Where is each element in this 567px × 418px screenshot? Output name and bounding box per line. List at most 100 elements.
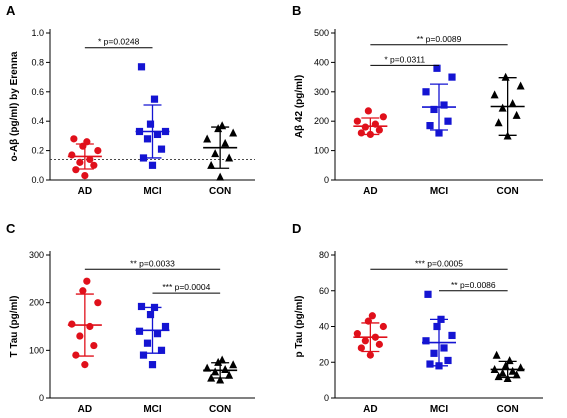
data-point	[203, 134, 212, 143]
data-point	[361, 123, 369, 131]
data-point	[440, 101, 448, 109]
data-point	[153, 130, 162, 139]
data-point	[76, 332, 84, 340]
y-axis-title: T Tau (pg/ml)	[9, 295, 20, 357]
data-point	[157, 145, 166, 153]
data-point	[435, 129, 443, 137]
x-category-label: AD	[78, 186, 92, 197]
data-point	[218, 355, 227, 364]
panel-letter: A	[6, 3, 16, 18]
y-tick-label: 80	[319, 250, 329, 260]
data-point	[229, 360, 238, 369]
data-point	[426, 122, 434, 130]
data-point	[494, 372, 503, 381]
data-point	[143, 135, 152, 143]
x-category-label: MCI	[143, 404, 162, 415]
data-point	[353, 117, 361, 125]
data-point	[512, 370, 521, 379]
data-point	[148, 161, 157, 169]
data-point	[137, 63, 146, 71]
panel-letter: D	[292, 221, 301, 236]
data-point	[137, 302, 146, 311]
significance-label: * p=0.0248	[98, 37, 140, 47]
y-tick-label: 200	[314, 116, 329, 126]
y-tick-label: 100	[314, 146, 329, 156]
y-tick-label: 0	[324, 175, 329, 185]
data-point	[490, 90, 499, 99]
y-tick-label: 40	[319, 322, 329, 332]
data-point	[81, 361, 89, 369]
data-point	[433, 322, 441, 331]
series-mci	[135, 63, 170, 169]
data-point	[72, 351, 80, 359]
data-point	[90, 161, 98, 169]
data-point	[426, 360, 434, 368]
data-point	[135, 327, 144, 335]
data-point	[516, 81, 525, 90]
data-point	[211, 149, 220, 158]
data-point	[216, 172, 225, 181]
y-tick-label: 0.8	[31, 57, 44, 67]
data-point	[68, 151, 76, 159]
data-point	[157, 346, 166, 354]
data-point	[364, 107, 372, 115]
data-point	[94, 299, 102, 307]
data-point	[353, 330, 361, 338]
data-point	[216, 375, 225, 384]
data-point	[508, 366, 517, 375]
series-ad	[353, 312, 388, 359]
series-mci	[422, 290, 456, 370]
data-point	[76, 158, 84, 166]
data-point	[375, 340, 383, 348]
y-tick-label: 400	[314, 57, 329, 67]
data-point	[86, 322, 94, 331]
data-point	[229, 128, 238, 137]
data-point	[508, 99, 517, 108]
y-axis-title: p Tau (pg/ml)	[294, 295, 305, 357]
series-ad	[67, 135, 102, 180]
data-point	[448, 73, 456, 81]
data-point	[424, 290, 432, 298]
chart-panel-b: B 0 100 200 300 400 500 Aβ 42 (pg/ml) AD MCI CON * …	[292, 3, 543, 197]
y-tick-label: 300	[314, 87, 329, 97]
data-point	[146, 310, 155, 319]
data-point	[501, 72, 510, 81]
series-mci	[135, 302, 170, 369]
data-point	[368, 312, 376, 320]
y-tick-label: 60	[319, 286, 329, 296]
data-point	[379, 113, 387, 121]
data-point	[430, 105, 438, 114]
data-point	[143, 339, 152, 347]
data-point	[357, 129, 365, 137]
data-point	[505, 356, 514, 365]
x-category-label: MCI	[143, 186, 162, 197]
y-tick-label: 0	[324, 393, 329, 403]
x-category-label: MCI	[430, 404, 449, 415]
series-con	[203, 121, 238, 181]
data-point	[221, 365, 230, 373]
y-tick-label: 100	[29, 345, 44, 355]
chart-panel-c: C 0 100 200 300 T Tau (pg/ml) AD MCI CON ** p=0.0…	[6, 221, 255, 415]
data-point	[366, 351, 374, 359]
chart-panel-d: D 0 20 40 60 80 p Tau (pg/ml) AD MCI CON *** p=0.0…	[292, 221, 543, 415]
x-category-label: CON	[497, 404, 519, 415]
series-con	[203, 355, 238, 384]
data-point	[444, 117, 452, 125]
data-point	[492, 350, 501, 359]
data-point	[225, 153, 234, 162]
y-tick-label: 1.0	[31, 28, 44, 38]
data-point	[70, 135, 78, 143]
y-tick-label: 300	[29, 250, 44, 260]
data-point	[161, 322, 170, 331]
data-point	[94, 147, 102, 155]
x-category-label: CON	[209, 404, 231, 415]
data-point	[221, 138, 230, 147]
series-mci	[422, 64, 456, 137]
data-point	[153, 330, 162, 338]
significance-label: * p=0.0311	[384, 54, 425, 64]
x-category-label: AD	[363, 404, 377, 415]
significance-label: ** p=0.0033	[130, 258, 175, 268]
y-tick-label: 0.0	[31, 175, 44, 185]
y-tick-label: 20	[319, 357, 329, 367]
